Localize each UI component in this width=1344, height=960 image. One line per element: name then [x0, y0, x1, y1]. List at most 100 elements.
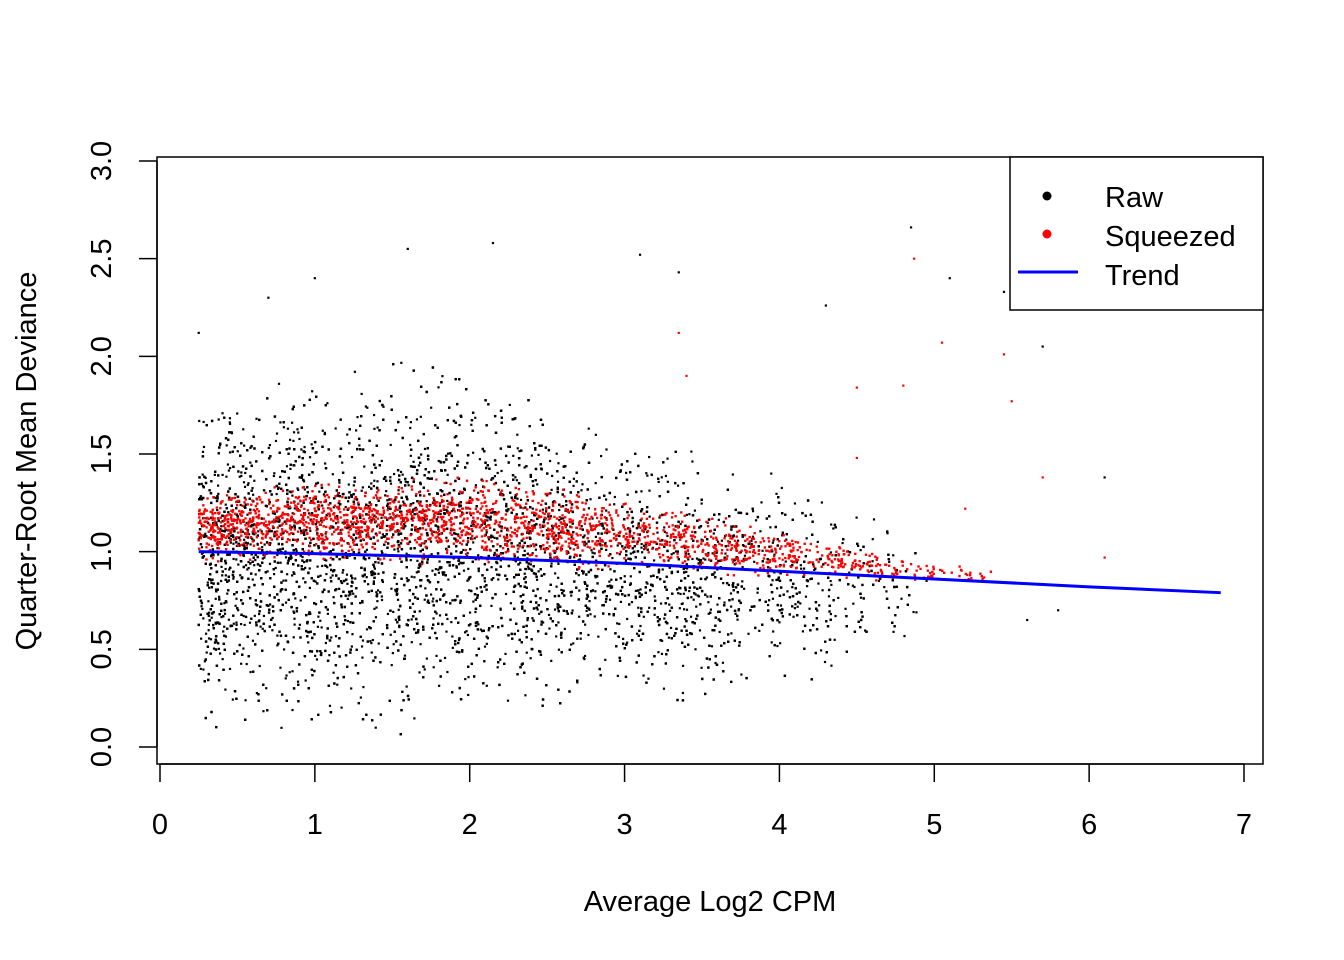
raw-point — [516, 433, 519, 436]
raw-point — [423, 522, 426, 525]
raw-point — [579, 637, 582, 640]
raw-point — [779, 604, 783, 607]
points-layer — [197, 226, 1106, 736]
raw-point — [729, 592, 733, 595]
raw-point — [720, 539, 723, 542]
raw-point — [291, 670, 294, 673]
raw-point — [518, 450, 521, 453]
raw-point — [329, 576, 332, 579]
raw-point — [506, 699, 510, 702]
raw-point — [466, 633, 469, 637]
raw-point — [526, 565, 530, 568]
raw-point — [605, 532, 609, 535]
raw-point — [396, 598, 400, 601]
raw-point — [200, 637, 203, 640]
raw-point — [468, 611, 472, 614]
raw-point — [486, 519, 489, 522]
raw-point — [700, 666, 703, 669]
raw-point — [526, 619, 529, 622]
raw-point — [464, 678, 467, 681]
raw-point — [231, 698, 234, 701]
raw-point — [903, 634, 906, 638]
raw-point — [642, 674, 645, 677]
raw-point — [530, 454, 533, 457]
raw-point — [489, 518, 492, 521]
raw-point — [768, 599, 771, 602]
raw-point — [663, 526, 666, 529]
raw-point — [830, 583, 833, 586]
raw-point — [403, 654, 407, 657]
raw-point — [413, 717, 416, 720]
raw-point — [440, 500, 444, 503]
raw-point — [404, 480, 407, 483]
raw-point — [785, 538, 788, 541]
raw-point — [504, 592, 508, 596]
raw-point — [485, 635, 488, 638]
raw-point — [653, 613, 656, 616]
raw-point — [247, 560, 250, 564]
raw-point — [370, 651, 373, 654]
raw-point — [570, 594, 573, 597]
raw-point — [451, 599, 454, 602]
raw-point — [515, 479, 518, 482]
raw-point — [689, 615, 693, 618]
raw-point — [855, 516, 858, 519]
raw-point — [325, 564, 328, 568]
raw-point — [216, 509, 219, 512]
raw-point — [303, 488, 306, 491]
raw-point — [672, 552, 675, 555]
raw-point — [403, 522, 406, 526]
raw-point — [373, 479, 376, 482]
raw-point — [639, 588, 642, 591]
raw-point — [294, 548, 298, 551]
raw-point — [380, 595, 383, 598]
raw-point — [263, 556, 266, 559]
raw-point — [523, 549, 526, 552]
raw-point — [266, 570, 269, 573]
raw-point — [524, 694, 527, 697]
raw-point — [416, 559, 419, 562]
raw-point — [664, 474, 668, 478]
raw-point — [232, 576, 235, 579]
raw-point — [277, 516, 280, 520]
raw-point — [492, 577, 495, 580]
raw-point — [430, 553, 433, 556]
raw-point — [288, 671, 291, 674]
raw-point — [667, 559, 670, 562]
raw-point — [370, 641, 373, 645]
raw-point — [730, 605, 733, 608]
raw-point — [363, 465, 366, 468]
raw-point — [419, 415, 422, 418]
raw-point — [804, 595, 808, 598]
raw-point — [504, 652, 507, 656]
raw-point — [630, 601, 634, 604]
raw-point — [351, 633, 354, 636]
raw-point — [273, 573, 276, 576]
raw-point — [292, 571, 295, 574]
raw-point — [437, 386, 440, 389]
raw-point — [569, 525, 572, 528]
raw-point — [308, 586, 311, 589]
raw-point — [794, 603, 797, 606]
raw-point — [260, 530, 263, 533]
raw-point — [529, 563, 532, 566]
raw-point — [445, 508, 448, 512]
raw-point — [493, 536, 496, 539]
raw-point — [754, 519, 758, 522]
raw-point — [706, 595, 709, 598]
raw-point — [700, 502, 703, 505]
raw-point — [792, 615, 795, 618]
raw-point — [318, 490, 321, 493]
raw-point — [291, 574, 294, 577]
raw-point — [286, 427, 289, 430]
raw-point — [800, 567, 803, 570]
raw-point — [852, 602, 855, 605]
raw-point — [299, 599, 302, 602]
raw-point — [446, 670, 449, 674]
raw-point — [390, 664, 393, 667]
raw-point — [438, 684, 441, 687]
raw-point — [713, 571, 716, 574]
raw-point — [475, 587, 479, 590]
raw-point — [251, 537, 254, 540]
raw-point — [255, 417, 258, 420]
